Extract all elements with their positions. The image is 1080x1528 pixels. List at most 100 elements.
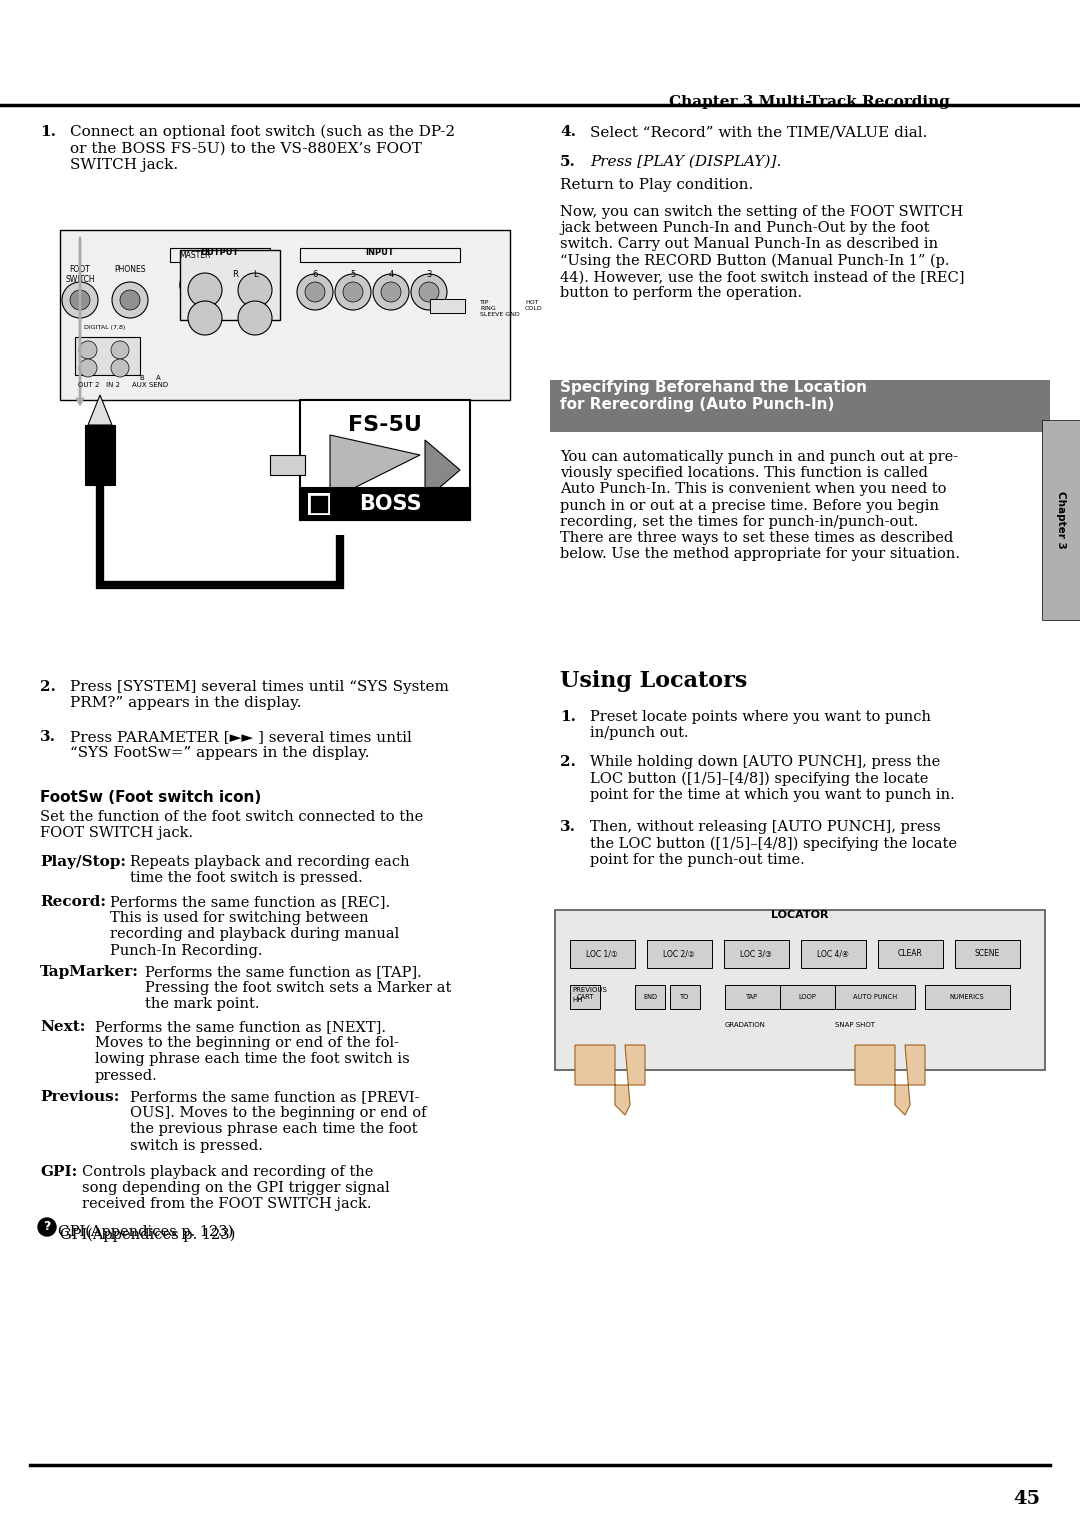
Text: Specifying Beforehand the Location
for Rerecording (Auto Punch-In): Specifying Beforehand the Location for R… [561,380,867,413]
Text: ?: ? [43,1221,51,1233]
Circle shape [343,283,363,303]
Text: Connect an optional foot switch (such as the DP-2
or the BOSS FS-5U) to the VS-8: Connect an optional foot switch (such as… [70,125,455,171]
Text: 4.: 4. [561,125,576,139]
Circle shape [180,264,220,306]
Text: Press [SYSTEM] several times until “SYS System
PRM?” appears in the display.: Press [SYSTEM] several times until “SYS … [70,680,449,711]
Text: INPUT: INPUT [366,248,394,257]
Bar [180,251,280,319]
Text: Controls playback and recording of the
song depending on the GPI trigger signal
: Controls playback and recording of the s… [82,1164,390,1212]
Circle shape [188,301,222,335]
Text: BOSS: BOSS [359,494,421,513]
Text: LOC 4/④: LOC 4/④ [818,949,849,958]
Text: GPI:: GPI: [40,1164,78,1180]
Text: GRADATION: GRADATION [725,1022,766,1028]
Circle shape [381,283,401,303]
Circle shape [188,274,222,307]
Polygon shape [330,435,420,500]
Text: Now, you can switch the setting of the FOOT SWITCH
jack between Punch-In and Pun: Now, you can switch the setting of the F… [561,205,964,301]
Circle shape [419,283,438,303]
Circle shape [238,301,272,335]
Circle shape [411,274,447,310]
Text: PREVIOUS: PREVIOUS [572,987,607,993]
Text: Performs the same function as [NEXT].
Moves to the beginning or end of the fol-
: Performs the same function as [NEXT]. Mo… [95,1021,409,1083]
Bar [550,380,1050,432]
Bar [170,248,270,261]
Text: Return to Play condition.: Return to Play condition. [561,177,753,193]
Text: 3: 3 [427,270,432,280]
Text: Preset locate points where you want to punch
in/punch out.: Preset locate points where you want to p… [590,711,931,740]
Bar [924,986,1010,1008]
Circle shape [79,359,97,377]
Text: SLEEVE GND: SLEEVE GND [480,312,519,316]
Bar [670,986,700,1008]
Polygon shape [426,440,460,500]
Text: HH: HH [572,996,582,1002]
Text: 6: 6 [312,270,318,280]
Text: Record:: Record: [40,895,106,909]
Circle shape [79,341,97,359]
Circle shape [305,283,325,303]
Text: RING: RING [480,306,496,310]
Text: Performs the same function as [REC].
This is used for switching between
recordin: Performs the same function as [REC]. Thi… [110,895,400,958]
Bar [570,986,600,1008]
Text: TAP: TAP [746,995,758,999]
Text: SNAP SHOT: SNAP SHOT [835,1022,875,1028]
Bar [300,248,460,261]
Bar [300,487,470,520]
Bar [780,986,835,1008]
Text: LOOP: LOOP [798,995,815,999]
Text: Chapter 3 Multi-Track Recording: Chapter 3 Multi-Track Recording [670,95,950,108]
Text: FS-5U: FS-5U [348,416,422,435]
Text: LOC 3/③: LOC 3/③ [740,949,772,958]
Text: LOC 1/①: LOC 1/① [586,949,618,958]
Text: B     A
AUX SEND: B A AUX SEND [132,374,168,388]
Text: Then, without releasing [AUTO PUNCH], press
the LOC button ([1/5]–[4/8]) specify: Then, without releasing [AUTO PUNCH], pr… [590,821,957,866]
Text: DIGITAL (7,8): DIGITAL (7,8) [84,325,125,330]
Text: 5.: 5. [561,154,576,170]
Bar [310,495,328,513]
Text: PHONES: PHONES [114,264,146,274]
Bar [300,400,470,520]
Text: 2.: 2. [40,680,56,694]
Text: 3.: 3. [40,730,56,744]
Text: Set the function of the foot switch connected to the
FOOT SWITCH jack.: Set the function of the foot switch conn… [40,810,423,840]
Circle shape [297,274,333,310]
Bar [60,231,510,400]
Circle shape [111,341,129,359]
Text: TapMarker:: TapMarker: [40,966,139,979]
Text: 3.: 3. [561,821,576,834]
Circle shape [70,290,90,310]
Bar [570,940,635,969]
Text: MASTER: MASTER [179,251,211,260]
Text: HOT: HOT [525,299,539,304]
FancyBboxPatch shape [1042,420,1080,620]
Text: LOCATOR: LOCATOR [771,911,828,920]
Bar [878,940,943,969]
Circle shape [225,264,265,306]
Text: Press PARAMETER [►► ] several times until
“SYS FootSw=” appears in the display.: Press PARAMETER [►► ] several times unti… [70,730,411,761]
Text: R: R [232,270,238,280]
Circle shape [120,290,140,310]
Text: COLD: COLD [525,306,543,310]
Text: You can automatically punch in and punch out at pre-
viously specified locations: You can automatically punch in and punch… [561,451,960,561]
Text: Play/Stop:: Play/Stop: [40,856,126,869]
Text: LOC 2/②: LOC 2/② [663,949,694,958]
Text: 5: 5 [350,270,355,280]
Text: Repeats playback and recording each
time the foot switch is pressed.: Repeats playback and recording each time… [130,856,409,885]
Text: CLEAR: CLEAR [897,949,922,958]
Text: TIP: TIP [480,299,489,304]
Text: Performs the same function as [PREVI-
OUS]. Moves to the beginning or end of
the: Performs the same function as [PREVI- OU… [130,1089,427,1152]
Text: Next:: Next: [40,1021,85,1034]
Bar [85,425,114,484]
Text: NUMERICS: NUMERICS [949,995,984,999]
Circle shape [238,274,272,307]
Text: 1.: 1. [561,711,576,724]
Text: Previous:: Previous: [40,1089,120,1105]
Circle shape [38,1218,56,1236]
Text: GPI(Appendices p. 123): GPI(Appendices p. 123) [60,1229,235,1242]
Circle shape [111,359,129,377]
Bar [724,940,789,969]
Text: 45: 45 [1013,1490,1040,1508]
Polygon shape [855,1045,924,1115]
Text: 4: 4 [389,270,393,280]
